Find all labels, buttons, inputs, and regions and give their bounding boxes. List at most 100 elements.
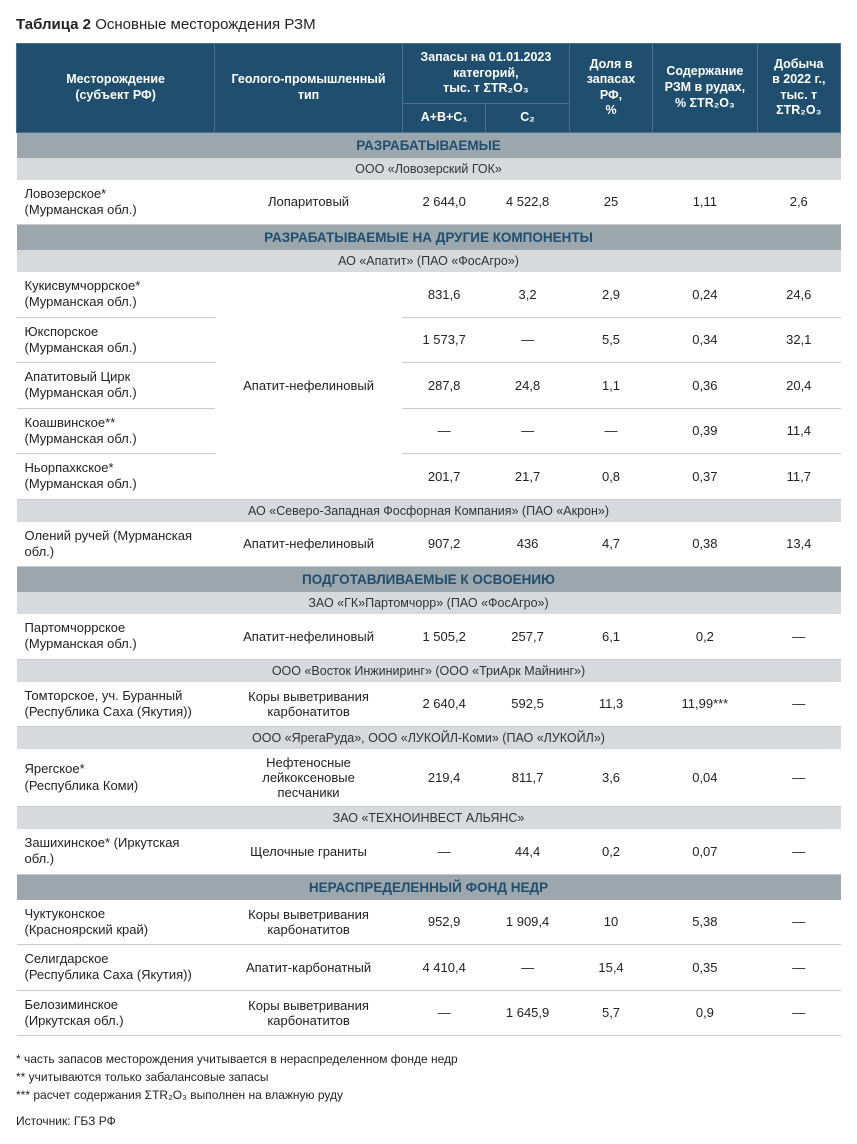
cell-mining: —: [757, 900, 840, 945]
table-row: Олений ручей (Мурманская обл.)Апатит-неф…: [17, 522, 841, 567]
cell-content: 1,11: [653, 180, 757, 225]
cell-abc1: 219,4: [402, 749, 485, 807]
cell-type: Щелочные граниты: [215, 829, 403, 874]
col-content: СодержаниеРЗМ в рудах,% ΣTR₂O₃: [653, 44, 757, 133]
company-header: АО «Северо-Западная Фосфорная Компания» …: [17, 499, 841, 522]
table-row: Томторское, уч. Буранный(Республика Саха…: [17, 682, 841, 727]
cell-share: 0,2: [569, 829, 652, 874]
cell-content: 0,2: [653, 614, 757, 659]
title-label: Таблица 2: [16, 16, 91, 33]
table-title: Таблица 2 Основные месторождения РЗМ: [16, 16, 841, 33]
cell-c2: 44,4: [486, 829, 569, 874]
cell-abc1: 2 644,0: [402, 180, 485, 225]
cell-share: 4,7: [569, 522, 652, 567]
deposits-table: Месторождение(субъект РФ) Геолого-промыш…: [16, 43, 841, 1036]
cell-mining: —: [757, 829, 840, 874]
cell-content: 0,36: [653, 363, 757, 409]
cell-c2: —: [486, 408, 569, 454]
cell-abc1: —: [402, 408, 485, 454]
company-header: ЗАО «ГК»Партомчорр» (ПАО «ФосАгро»): [17, 592, 841, 614]
cell-content: 0,35: [653, 945, 757, 991]
cell-type: Лопаритовый: [215, 180, 403, 225]
cell-deposit: Ярегское*(Республика Коми): [17, 749, 215, 807]
cell-share: 11,3: [569, 682, 652, 727]
table-row: Апатитовый Цирк(Мурманская обл.)287,824,…: [17, 363, 841, 409]
table-row: Чуктуконское(Красноярский край)Коры выве…: [17, 900, 841, 945]
table-row: Ярегское*(Республика Коми)Нефтеносные ле…: [17, 749, 841, 807]
cell-c2: 24,8: [486, 363, 569, 409]
col-c2: C₂: [486, 103, 569, 132]
section-header: РАЗРАБАТЫВАЕМЫЕ: [17, 132, 841, 158]
cell-c2: 1 645,9: [486, 990, 569, 1036]
cell-type: Апатит-нефелиновый: [215, 272, 403, 499]
cell-content: 0,9: [653, 990, 757, 1036]
cell-deposit: Партомчоррское(Мурманская обл.): [17, 614, 215, 659]
table-row: Зашихинское* (Иркутская обл.)Щелочные гр…: [17, 829, 841, 874]
cell-c2: 436: [486, 522, 569, 567]
cell-mining: 20,4: [757, 363, 840, 409]
company-header: ЗАО «ТЕХНОИНВЕСТ АЛЬЯНС»: [17, 807, 841, 830]
cell-abc1: —: [402, 829, 485, 874]
cell-content: 0,37: [653, 454, 757, 500]
cell-c2: 592,5: [486, 682, 569, 727]
company-header: ООО «Восток Инжиниринг» (ООО «ТриАрк Май…: [17, 659, 841, 682]
col-abc1: A+B+C₁: [402, 103, 485, 132]
cell-abc1: —: [402, 990, 485, 1036]
source: Источник: ГБЗ РФ: [16, 1114, 841, 1128]
cell-deposit: Селигдарское(Республика Саха (Якутия)): [17, 945, 215, 991]
cell-type: Нефтеносные лейкоксеновыепесчаники: [215, 749, 403, 807]
cell-share: 1,1: [569, 363, 652, 409]
cell-share: 6,1: [569, 614, 652, 659]
cell-deposit: Чуктуконское(Красноярский край): [17, 900, 215, 945]
cell-c2: 4 522,8: [486, 180, 569, 225]
col-reserves-group: Запасы на 01.01.2023категорий,тыс. т ΣTR…: [402, 44, 569, 104]
cell-mining: 24,6: [757, 272, 840, 317]
cell-deposit: Юкспорское(Мурманская обл.): [17, 317, 215, 363]
cell-abc1: 907,2: [402, 522, 485, 567]
cell-mining: —: [757, 614, 840, 659]
cell-content: 0,34: [653, 317, 757, 363]
table-row: Ньорпахкское*(Мурманская обл.)201,721,70…: [17, 454, 841, 500]
cell-c2: —: [486, 945, 569, 991]
cell-share: 10: [569, 900, 652, 945]
cell-c2: 21,7: [486, 454, 569, 500]
cell-share: 15,4: [569, 945, 652, 991]
cell-c2: 1 909,4: [486, 900, 569, 945]
cell-deposit: Зашихинское* (Иркутская обл.): [17, 829, 215, 874]
cell-deposit: Ловозерское*(Мурманская обл.): [17, 180, 215, 225]
cell-mining: 32,1: [757, 317, 840, 363]
table-row: Кукисвумчоррское*(Мурманская обл.)Апатит…: [17, 272, 841, 317]
cell-deposit: Олений ручей (Мурманская обл.): [17, 522, 215, 567]
company-header: ООО «ЯрегаРуда», ООО «ЛУКОЙЛ-Коми» (ПАО …: [17, 727, 841, 750]
cell-share: 3,6: [569, 749, 652, 807]
cell-deposit: Томторское, уч. Буранный(Республика Саха…: [17, 682, 215, 727]
section-header: РАЗРАБАТЫВАЕМЫЕ НА ДРУГИЕ КОМПОНЕНТЫ: [17, 225, 841, 251]
table-row: Белозиминское(Иркутская обл.)Коры выветр…: [17, 990, 841, 1036]
cell-mining: 11,7: [757, 454, 840, 500]
cell-abc1: 1 505,2: [402, 614, 485, 659]
footnotes: * часть запасов месторождения учитываетс…: [16, 1050, 841, 1104]
cell-share: 5,5: [569, 317, 652, 363]
cell-type: Коры выветриваниякарбонатитов: [215, 990, 403, 1036]
col-mining: Добычав 2022 г.,тыс. тΣTR₂O₃: [757, 44, 840, 133]
cell-abc1: 2 640,4: [402, 682, 485, 727]
cell-content: 0,04: [653, 749, 757, 807]
cell-deposit: Ньорпахкское*(Мурманская обл.): [17, 454, 215, 500]
cell-mining: 11,4: [757, 408, 840, 454]
table-row: Ловозерское*(Мурманская обл.)Лопаритовый…: [17, 180, 841, 225]
cell-type: Апатит-нефелиновый: [215, 522, 403, 567]
footnote: * часть запасов месторождения учитываетс…: [16, 1050, 841, 1068]
cell-share: 5,7: [569, 990, 652, 1036]
cell-content: 0,39: [653, 408, 757, 454]
cell-content: 0,24: [653, 272, 757, 317]
cell-content: 0,38: [653, 522, 757, 567]
footnote: ** учитываются только забалансовые запас…: [16, 1068, 841, 1086]
cell-type: Коры выветриваниякарбонатитов: [215, 900, 403, 945]
cell-content: 5,38: [653, 900, 757, 945]
cell-share: 25: [569, 180, 652, 225]
cell-deposit: Апатитовый Цирк(Мурманская обл.): [17, 363, 215, 409]
cell-content: 0,07: [653, 829, 757, 874]
cell-mining: 13,4: [757, 522, 840, 567]
cell-deposit: Кукисвумчоррское*(Мурманская обл.): [17, 272, 215, 317]
cell-abc1: 1 573,7: [402, 317, 485, 363]
